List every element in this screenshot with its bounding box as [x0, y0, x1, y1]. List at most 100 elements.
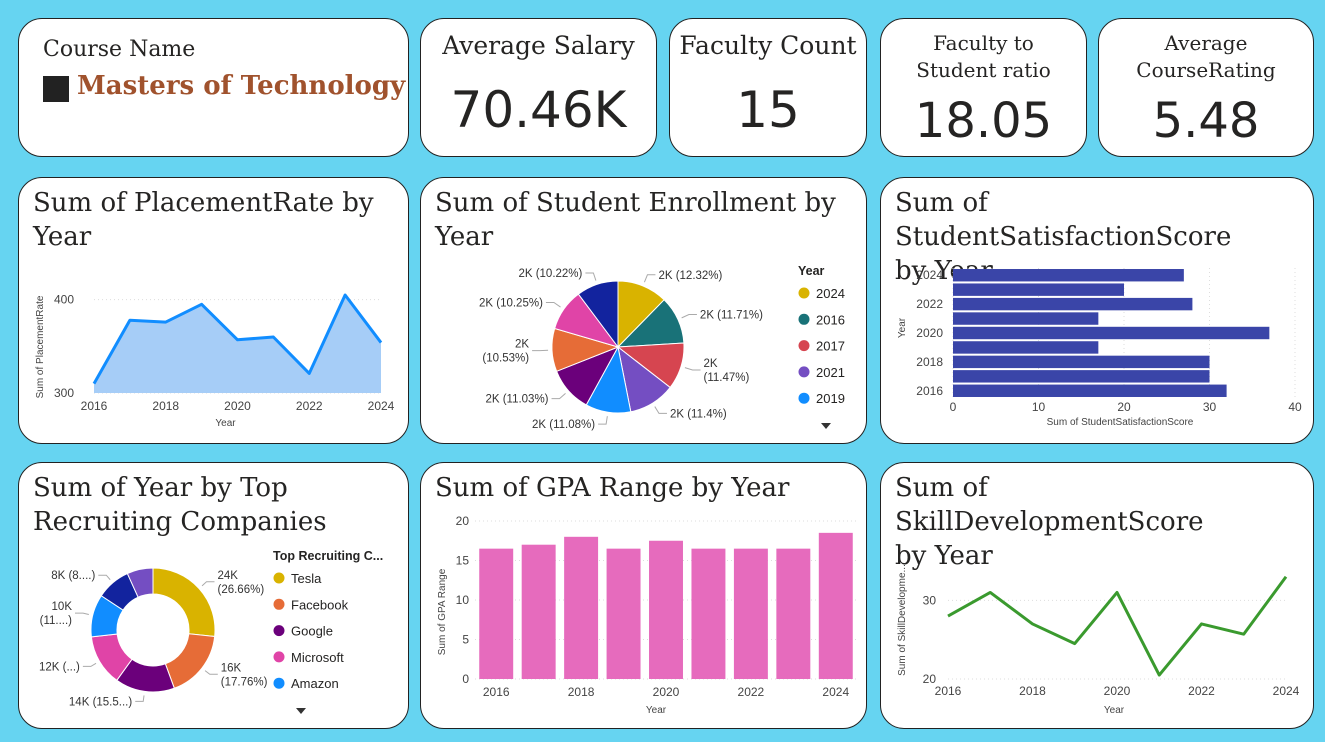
course-name-label: Course Name — [43, 37, 196, 62]
enrollment-leader-line — [585, 272, 597, 281]
average-salary-value: 70.46K — [450, 81, 627, 139]
enrollment-leader-line — [598, 416, 608, 425]
enrollment-data-label: 2K — [704, 358, 718, 370]
recruiting-leader-line — [98, 574, 111, 581]
gpa-y-tick: 0 — [462, 672, 469, 686]
satisfaction-y-tick: 2016 — [916, 384, 943, 398]
recruiting-legend-item: Amazon — [291, 676, 339, 691]
recruiting-legend-marker — [273, 598, 285, 610]
satisfaction-y-axis-title: Year — [897, 317, 908, 338]
placement-y-tick: 300 — [54, 386, 74, 400]
ratio-label-line2: Student ratio — [916, 58, 1051, 82]
enrollment-title-line2: Year — [435, 222, 494, 252]
course-color-swatch — [43, 76, 69, 102]
enrollment-legend-marker — [798, 392, 810, 404]
enrollment-legend-marker — [798, 313, 810, 325]
gpa-bar — [649, 540, 683, 679]
enrollment-legend-marker — [798, 340, 810, 352]
placement-rate-chart-card: Sum of PlacementRate by Year 300 400 2016 2… — [18, 177, 409, 444]
enrollment-data-label: 2K — [515, 339, 529, 351]
recruiting-legend-scroll-arrow — [296, 708, 306, 714]
recruiting-slice — [164, 633, 216, 689]
gpa-bar — [564, 536, 599, 679]
gpa-bar — [691, 548, 726, 679]
placement-y-axis-title: Sum of PlacementRate — [35, 295, 46, 398]
skill-title-line1: Sum of SkillDevelopmentScore — [895, 473, 1204, 537]
recruiting-data-label: (11....) — [40, 615, 73, 627]
recruiting-data-label: 16K — [221, 662, 242, 674]
gpa-y-tick: 10 — [456, 593, 470, 607]
recruiting-chart-title: Sum of Year by Top Recruiting Companies — [33, 471, 398, 539]
skill-development-line-chart: 20 30 2016 2018 2020 2022 2024 Year Sum of Skill… — [897, 564, 1300, 716]
enrollment-legend-marker — [798, 366, 810, 378]
enrollment-leader-line — [551, 392, 566, 400]
placement-x-tick: 2020 — [224, 399, 251, 413]
faculty-count-value: 15 — [736, 81, 800, 139]
enrollment-legend-item: 2024 — [816, 286, 845, 301]
enrollment-leader-line — [681, 314, 697, 319]
skill-y-tick: 30 — [923, 593, 937, 607]
recruiting-data-label: (26.66%) — [217, 584, 264, 596]
recruiting-title-line2: Recruiting Companies — [33, 507, 327, 537]
course-name-value: Masters of Technology — [77, 71, 406, 101]
enrollment-data-label: 2K (12.32%) — [658, 270, 722, 282]
enrollment-leader-line — [654, 406, 667, 414]
gpa-bar — [479, 548, 514, 679]
skill-development-chart-card: Sum of SkillDevelopmentScore by Year 20 3… — [880, 462, 1314, 729]
average-salary-card: Average Salary 70.46K — [420, 18, 657, 157]
enrollment-data-label: 2K (11.71%) — [700, 310, 763, 322]
gpa-chart-title: Sum of GPA Range by Year — [435, 471, 856, 505]
satisfaction-x-axis-title: Sum of StudentSatisfactionScore — [1047, 417, 1194, 428]
satisfaction-bar — [953, 326, 1270, 340]
average-salary-label: Average Salary — [442, 31, 635, 60]
placement-x-tick: 2024 — [368, 399, 395, 413]
enrollment-leader-line — [684, 367, 701, 371]
satisfaction-bar — [953, 355, 1210, 369]
skill-x-tick: 2016 — [935, 684, 962, 698]
recruiting-data-label: 24K — [217, 570, 238, 582]
recruiting-data-label: 10K — [52, 601, 73, 613]
recruiting-legend-marker — [273, 651, 285, 663]
satisfaction-bar — [953, 297, 1193, 311]
recruiting-data-label: 8K (8....) — [51, 570, 95, 582]
faculty-student-ratio-card: Faculty to Student ratio 18.05 — [880, 18, 1087, 157]
skill-x-tick: 2022 — [1188, 684, 1215, 698]
average-course-rating-card: Average CourseRating 5.48 — [1098, 18, 1314, 157]
student-enrollment-chart-card: Sum of Student Enrollment by Year 2K (12… — [420, 177, 867, 444]
recruiting-legend-item: Facebook — [291, 597, 349, 612]
placement-area-fill — [94, 295, 381, 393]
placement-chart-title: Sum of PlacementRate by Year — [33, 186, 398, 254]
enrollment-data-label: (11.47%) — [704, 372, 750, 384]
recruiting-data-label: 12K (...) — [39, 661, 80, 673]
satisfaction-y-tick: 2020 — [916, 326, 943, 340]
enrollment-data-label: (10.53%) — [482, 353, 529, 365]
enrollment-data-label: 2K (10.22%) — [518, 268, 582, 280]
enrollment-leader-line — [643, 274, 656, 283]
satisfaction-y-tick: 2024 — [916, 268, 943, 282]
gpa-x-axis-title: Year — [646, 705, 667, 716]
skill-line-series — [947, 575, 1288, 677]
placement-rate-area-chart: 300 400 2016 2018 2020 2022 2024 Year Sum of Pla… — [35, 293, 395, 429]
enrollment-chart-title: Sum of Student Enrollment by Year — [435, 186, 856, 254]
gpa-bar — [606, 548, 641, 679]
rating-label-line1: Average — [1164, 31, 1248, 55]
gpa-bar — [521, 544, 556, 679]
gpa-bar — [818, 532, 853, 679]
skill-x-tick: 2020 — [1104, 684, 1131, 698]
satisfaction-x-tick: 20 — [1117, 400, 1131, 414]
placement-x-axis-title: Year — [215, 418, 236, 429]
gpa-title-line1: Sum of GPA Range by Year — [435, 473, 790, 503]
recruiting-data-label: 14K (15.5...) — [69, 696, 132, 708]
recruiting-legend-item: Tesla — [291, 571, 322, 586]
recruiting-leader-line — [75, 612, 89, 615]
gpa-x-tick: 2020 — [653, 685, 680, 699]
recruiting-slice — [152, 567, 216, 638]
gpa-x-tick: 2022 — [738, 685, 765, 699]
placement-x-tick: 2016 — [81, 399, 108, 413]
recruiting-companies-donut-chart: 24K (26.66%) 16K (17.76%) 14K (15.5...) 12K (… — [39, 549, 383, 714]
satisfaction-x-tick: 10 — [1032, 400, 1046, 414]
recruiting-title-line1: Sum of Year by Top — [33, 473, 288, 503]
placement-area-line — [92, 293, 383, 385]
ratio-value: 18.05 — [914, 93, 1053, 149]
satisfaction-bar — [953, 341, 1099, 354]
